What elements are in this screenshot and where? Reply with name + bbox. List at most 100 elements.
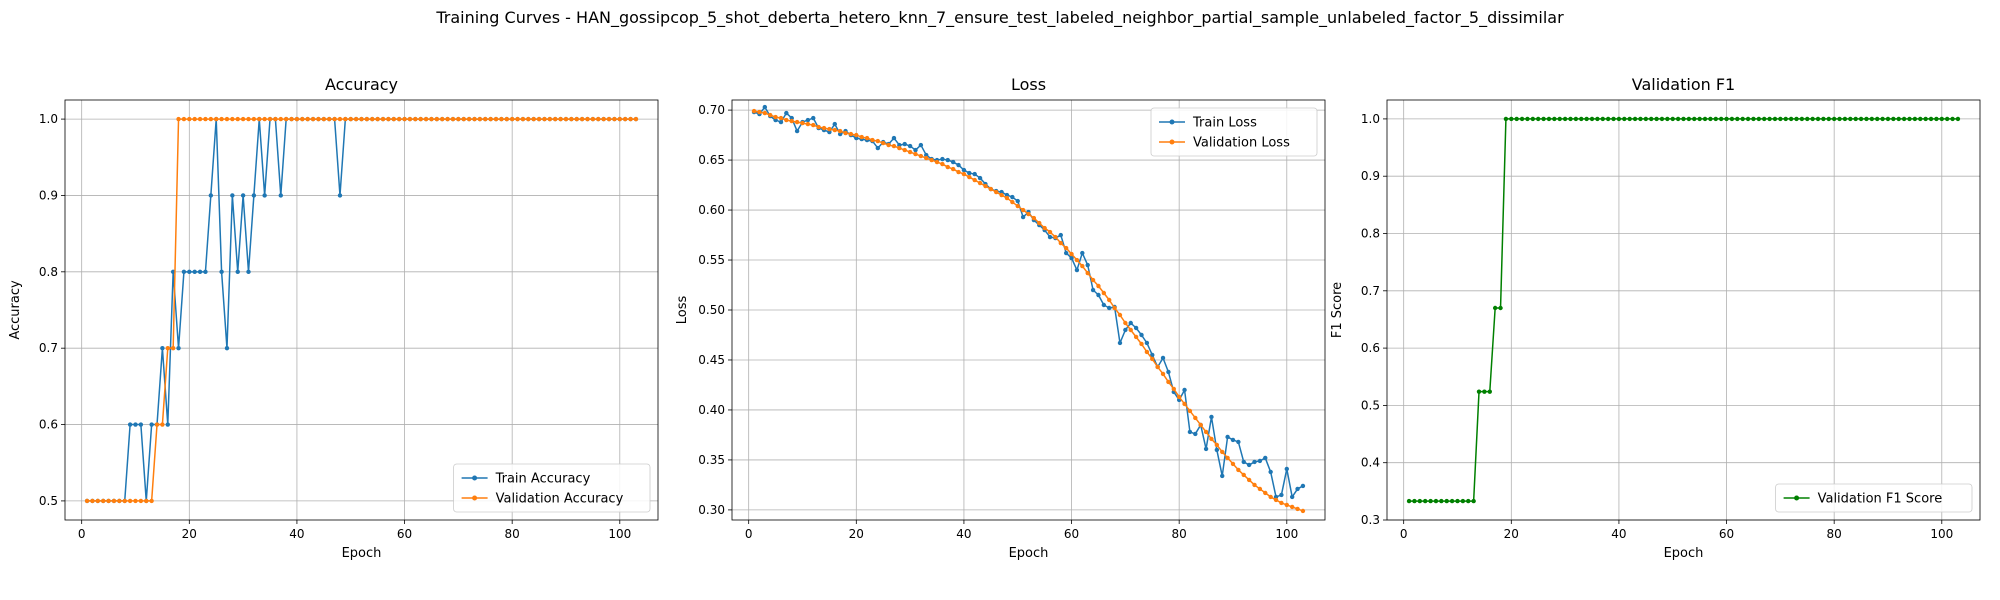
- validation-accuracy-point: [504, 116, 509, 122]
- y-tick-label: 0.9: [1361, 169, 1380, 183]
- validation-f1-score-point: [1503, 116, 1509, 122]
- validation-f1-score-point: [1788, 116, 1794, 122]
- validation-accuracy-point: [230, 116, 235, 122]
- train-loss-point: [1074, 267, 1080, 273]
- train-loss-point: [891, 135, 897, 141]
- x-tick-label: 60: [1064, 527, 1079, 541]
- x-tick-label: 40: [289, 527, 304, 541]
- validation-accuracy-point: [440, 116, 445, 122]
- validation-loss-point: [859, 134, 864, 140]
- train-accuracy-point: [235, 269, 240, 275]
- validation-f1-score-point: [1546, 116, 1552, 122]
- validation-f1-score-point: [1729, 116, 1735, 122]
- validation-accuracy-point: [181, 116, 187, 122]
- train-loss-point: [907, 143, 913, 149]
- validation-loss-point: [891, 143, 897, 149]
- validation-accuracy-point: [310, 116, 316, 122]
- validation-loss-point: [1020, 207, 1026, 213]
- validation-loss-point: [811, 122, 816, 128]
- train-loss-point: [1063, 250, 1069, 256]
- train-loss-point: [1279, 492, 1284, 498]
- validation-accuracy-point: [617, 116, 622, 122]
- validation-loss-point: [940, 161, 945, 167]
- y-axis-label: Loss: [675, 296, 690, 325]
- validation-f1-score-point: [1600, 116, 1605, 122]
- validation-accuracy-point: [601, 116, 606, 122]
- train-loss-point: [918, 142, 924, 148]
- validation-loss-point: [1160, 371, 1166, 377]
- train-accuracy-point: [208, 193, 214, 198]
- validation-accuracy-point: [509, 116, 515, 122]
- validation-loss-point: [1085, 270, 1090, 276]
- validation-loss-point: [805, 121, 811, 127]
- validation-f1-score-point: [1568, 116, 1573, 122]
- validation-f1-score-point: [1530, 116, 1536, 122]
- validation-f1-score-point: [1665, 116, 1670, 122]
- loss-title: Loss: [1011, 75, 1046, 94]
- validation-loss-point: [794, 119, 800, 125]
- train-loss-point: [1101, 302, 1107, 308]
- validation-loss-point: [816, 124, 821, 130]
- validation-f1-score-point: [1686, 116, 1692, 122]
- train-loss-point: [1160, 355, 1166, 361]
- x-axis-label: Epoch: [1009, 546, 1049, 561]
- validation-accuracy-point: [332, 116, 337, 122]
- legend-label: Validation Loss: [1193, 136, 1290, 151]
- train-loss-point: [913, 147, 918, 153]
- validation-f1-score-point: [1525, 116, 1530, 122]
- validation-f1-score-point: [1740, 116, 1745, 122]
- validation-f1-score-point: [1433, 498, 1439, 504]
- validation-f1-score-point: [1939, 116, 1944, 122]
- y-tick-label: 0.5: [39, 494, 58, 508]
- validation-accuracy-point: [122, 498, 127, 504]
- validation-loss-point: [1096, 283, 1101, 289]
- validation-f1-score-point: [1692, 116, 1697, 122]
- validation-accuracy-point: [348, 116, 353, 122]
- validation-f1-score-point: [1918, 116, 1923, 122]
- validation-f1-score-point: [1514, 116, 1519, 122]
- validation-accuracy-point: [515, 116, 520, 122]
- validation-f1-score-point: [1659, 116, 1665, 122]
- validation-accuracy-point: [273, 116, 278, 122]
- train-accuracy-point: [160, 345, 165, 351]
- validation-f1-score-point: [1751, 116, 1756, 122]
- validation-accuracy-point: [531, 116, 536, 122]
- validation-f1-score-point: [1762, 116, 1767, 122]
- validation-loss-point: [967, 174, 972, 180]
- validation-f1-panel: 0 20 40 60 80 100 0.3 0.4 0.5 0.6 0.7 0.8 0.9 1.0 Vali…: [1330, 75, 1981, 561]
- validation-accuracy-point: [283, 116, 289, 122]
- validation-accuracy-point: [111, 498, 117, 504]
- validation-f1-score-point: [1536, 116, 1541, 122]
- validation-loss-point: [988, 186, 994, 192]
- validation-loss-point: [956, 169, 961, 175]
- validation-accuracy-point: [208, 116, 214, 122]
- validation-f1-score-point: [1697, 116, 1702, 122]
- validation-accuracy-point: [423, 116, 429, 122]
- validation-loss-point: [864, 135, 870, 141]
- validation-loss-point: [934, 159, 940, 165]
- train-loss-point: [902, 141, 907, 147]
- validation-f1-score-point: [1557, 116, 1562, 122]
- y-tick-label: 0.7: [1361, 284, 1380, 298]
- train-loss-point: [1230, 437, 1236, 443]
- validation-loss-point: [999, 192, 1004, 198]
- train-loss-point: [1268, 469, 1273, 475]
- validation-accuracy-point: [235, 116, 240, 122]
- validation-loss-point: [1128, 327, 1133, 333]
- validation-f1-score-point: [1869, 116, 1875, 122]
- validation-accuracy-point: [327, 116, 332, 122]
- validation-f1-score-point: [1584, 116, 1589, 122]
- x-tick-label: 60: [1719, 527, 1734, 541]
- validation-accuracy-point: [300, 116, 305, 122]
- validation-accuracy-point: [483, 116, 488, 122]
- validation-f1-score-point: [1627, 116, 1632, 122]
- validation-accuracy-point: [84, 498, 90, 504]
- train-loss-point: [762, 104, 768, 110]
- train-loss-point: [1182, 387, 1187, 393]
- validation-f1-score-point: [1821, 116, 1826, 122]
- validation-loss-point: [1252, 482, 1257, 488]
- validation-loss-point: [1139, 341, 1144, 347]
- validation-accuracy-point: [133, 498, 138, 504]
- train-loss-point: [1225, 434, 1230, 440]
- validation-accuracy-point: [267, 116, 273, 122]
